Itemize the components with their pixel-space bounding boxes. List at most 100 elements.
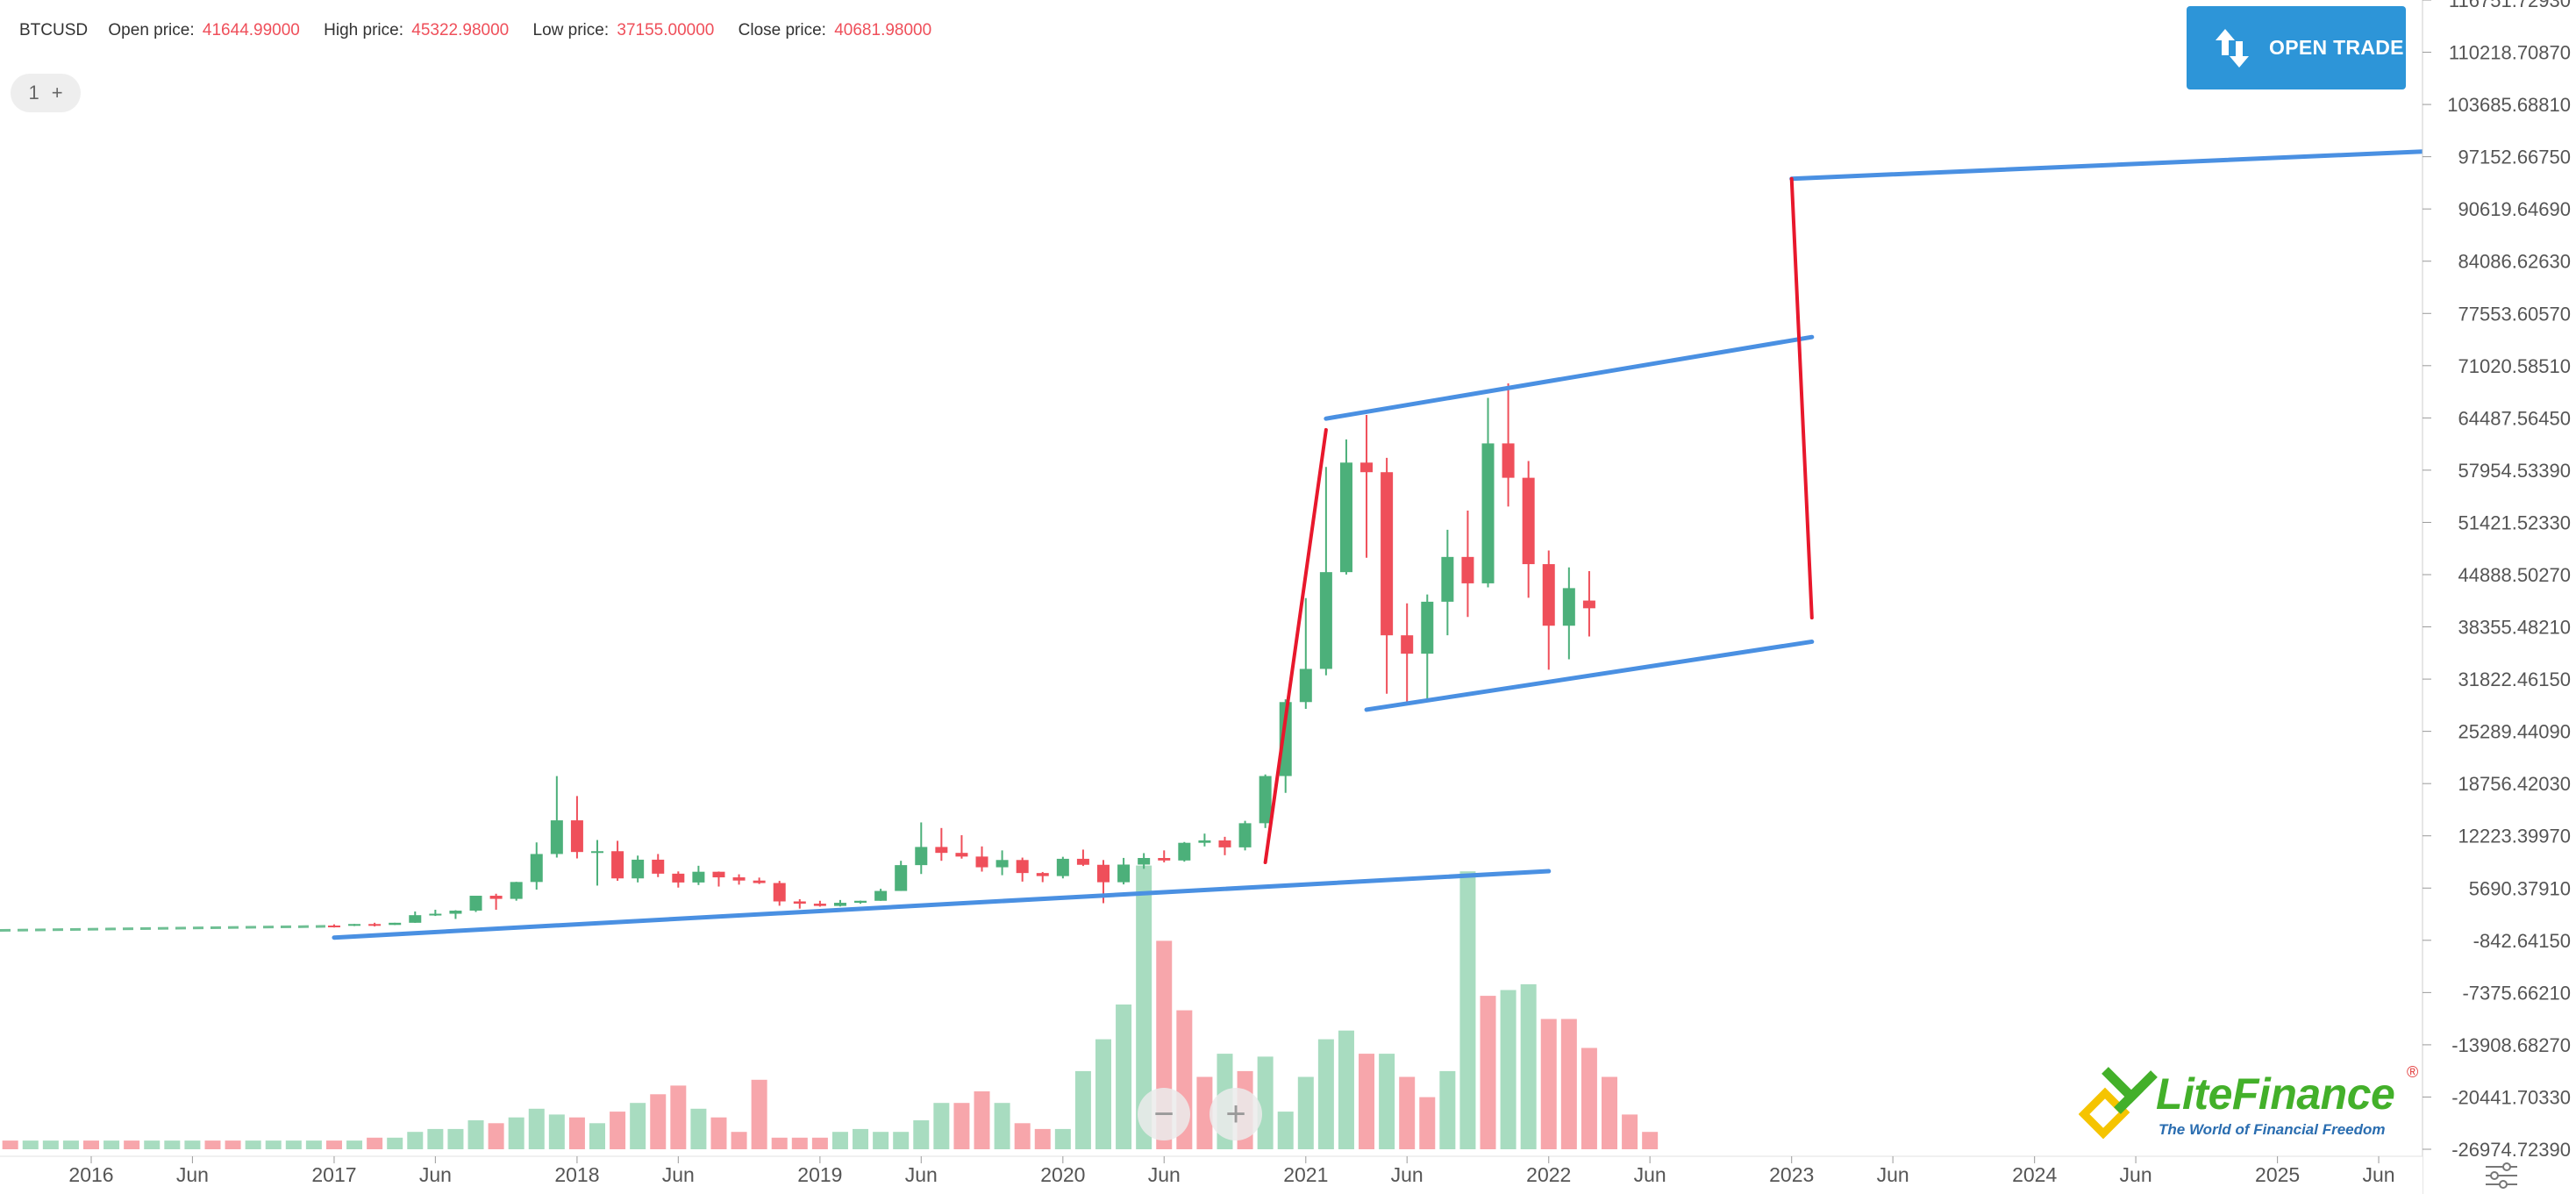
candle-2021-01: [1299, 597, 1312, 710]
close-price-value: 40681.98000: [834, 21, 932, 39]
price-tick-label: -7375.66210: [2462, 982, 2571, 1004]
candle-body: [591, 851, 603, 854]
candle-body: [510, 882, 523, 899]
time-tick-label: Jun: [176, 1163, 209, 1186]
candle-body: [1319, 572, 1332, 669]
candle-body: [449, 910, 462, 914]
candle-body: [975, 856, 988, 868]
candle-body: [1279, 702, 1292, 776]
time-tick-label: Jun: [1634, 1163, 1666, 1186]
candle-body: [712, 871, 725, 878]
candle-body: [833, 903, 846, 906]
candle-2018-12: [793, 898, 806, 909]
volume-bar-2016-06: [184, 1140, 201, 1149]
volume-bar-2017-04: [387, 1137, 403, 1149]
time-tick-label: 2019: [797, 1163, 842, 1186]
volume-bar-2021-06: [1399, 1076, 1416, 1149]
price-tick-label: 84086.62630: [2458, 251, 2571, 273]
zoom-out-button[interactable]: −: [1138, 1088, 1190, 1140]
open-price-value: 41644.99000: [202, 21, 300, 39]
volume-bar-2016-01: [83, 1140, 99, 1149]
up-down-arrows-icon: [2216, 28, 2249, 68]
candle-2017-10: [510, 882, 523, 901]
pre-history-line: [0, 925, 325, 932]
volume-bar-2018-06: [670, 1085, 687, 1149]
volume-bar-2020-02: [1074, 1070, 1091, 1149]
price-tick-label: 31822.46150: [2458, 668, 2571, 690]
time-tick-label: Jun: [419, 1163, 452, 1186]
candle-2017-01: [327, 924, 340, 928]
pre-history-dashed-line: [0, 925, 325, 932]
volume-bars: [2, 865, 1659, 1149]
candle-2020-02: [1076, 849, 1089, 867]
candle-2021-09: [1461, 510, 1474, 618]
candle-2019-12: [1036, 871, 1049, 883]
candle-2021-11: [1502, 383, 1515, 507]
candle-body: [327, 926, 340, 928]
volume-bar-2021-05: [1379, 1054, 1395, 1149]
volume-bar-2021-01: [1297, 1076, 1314, 1149]
candles: [327, 383, 1595, 928]
candle-body: [1259, 776, 1272, 824]
candle-body: [732, 877, 746, 881]
candle-body: [389, 922, 402, 926]
candle-2019-05: [895, 861, 908, 891]
candle-2021-12: [1522, 461, 1535, 598]
candle-body: [692, 871, 705, 883]
price-tick-label: 57954.53390: [2458, 460, 2571, 482]
volume-bar-2021-09: [1459, 871, 1476, 1149]
candle-body: [1339, 462, 1352, 573]
candle-2017-09: [489, 893, 503, 910]
volume-bar-2016-05: [164, 1140, 181, 1149]
volume-bar-2017-12: [548, 1114, 565, 1149]
price-tick-label: 18756.42030: [2458, 773, 2571, 795]
drawings: [332, 149, 2425, 940]
candle-body: [1198, 840, 1211, 843]
candle-2018-04: [632, 855, 645, 883]
candle-2019-03: [854, 900, 867, 904]
volume-bar-2019-09: [974, 1091, 990, 1149]
plus-icon: +: [1225, 1094, 1246, 1133]
candle-2017-05: [409, 911, 422, 923]
candle-2017-07: [449, 910, 462, 919]
price-tick-label: 12223.39970: [2458, 826, 2571, 847]
logo-tagline: The World of Financial Freedom: [2159, 1121, 2386, 1138]
price-tick-label: -26974.72390: [2451, 1139, 2571, 1161]
volume-bar-2021-12: [1520, 983, 1537, 1149]
volume-bar-2022-05: [1622, 1114, 1638, 1149]
open-trade-button[interactable]: OPEN TRADE: [2187, 6, 2406, 89]
price-tick-label: 90619.64690: [2458, 198, 2571, 220]
zoom-in-button[interactable]: +: [1210, 1088, 1262, 1140]
litefinance-logo-icon: [2079, 1067, 2158, 1140]
candle-2019-04: [874, 889, 888, 901]
candle-2018-11: [773, 881, 786, 906]
candle-2018-09: [732, 874, 746, 885]
candle-body: [1117, 864, 1131, 883]
price-tick-label: 97152.66750: [2458, 147, 2571, 168]
candle-body: [348, 924, 361, 926]
candle-body: [1542, 564, 1555, 626]
layout-button[interactable]: 1 +: [11, 74, 81, 112]
volume-bar-2019-08: [953, 1103, 970, 1149]
candle-2019-02: [833, 899, 846, 907]
candle-2021-04: [1360, 415, 1374, 558]
candle-body: [1481, 443, 1495, 583]
candle-body: [1582, 600, 1595, 609]
volume-bar-2017-06: [427, 1128, 444, 1149]
candle-body: [1562, 588, 1575, 626]
time-tick-label: 2022: [1526, 1163, 1571, 1186]
volume-bar-2018-08: [710, 1117, 727, 1149]
candle-2020-05: [1138, 853, 1151, 869]
price-tick-label: 51421.52330: [2458, 511, 2571, 533]
price-axis: 116751.72930 110218.70870 103685.68810 9715…: [2422, 0, 2576, 1194]
candle-2017-03: [368, 922, 382, 927]
price-tick-label: 64487.56450: [2458, 407, 2571, 429]
volume-bar-2019-07: [933, 1103, 950, 1149]
price-tick-label: 116751.72930: [2449, 0, 2571, 11]
candle-body: [1036, 873, 1049, 876]
volume-bar-2020-01: [1054, 1128, 1071, 1149]
settings-sliders-icon[interactable]: [2482, 1158, 2521, 1191]
volume-bar-2019-02: [831, 1132, 848, 1149]
